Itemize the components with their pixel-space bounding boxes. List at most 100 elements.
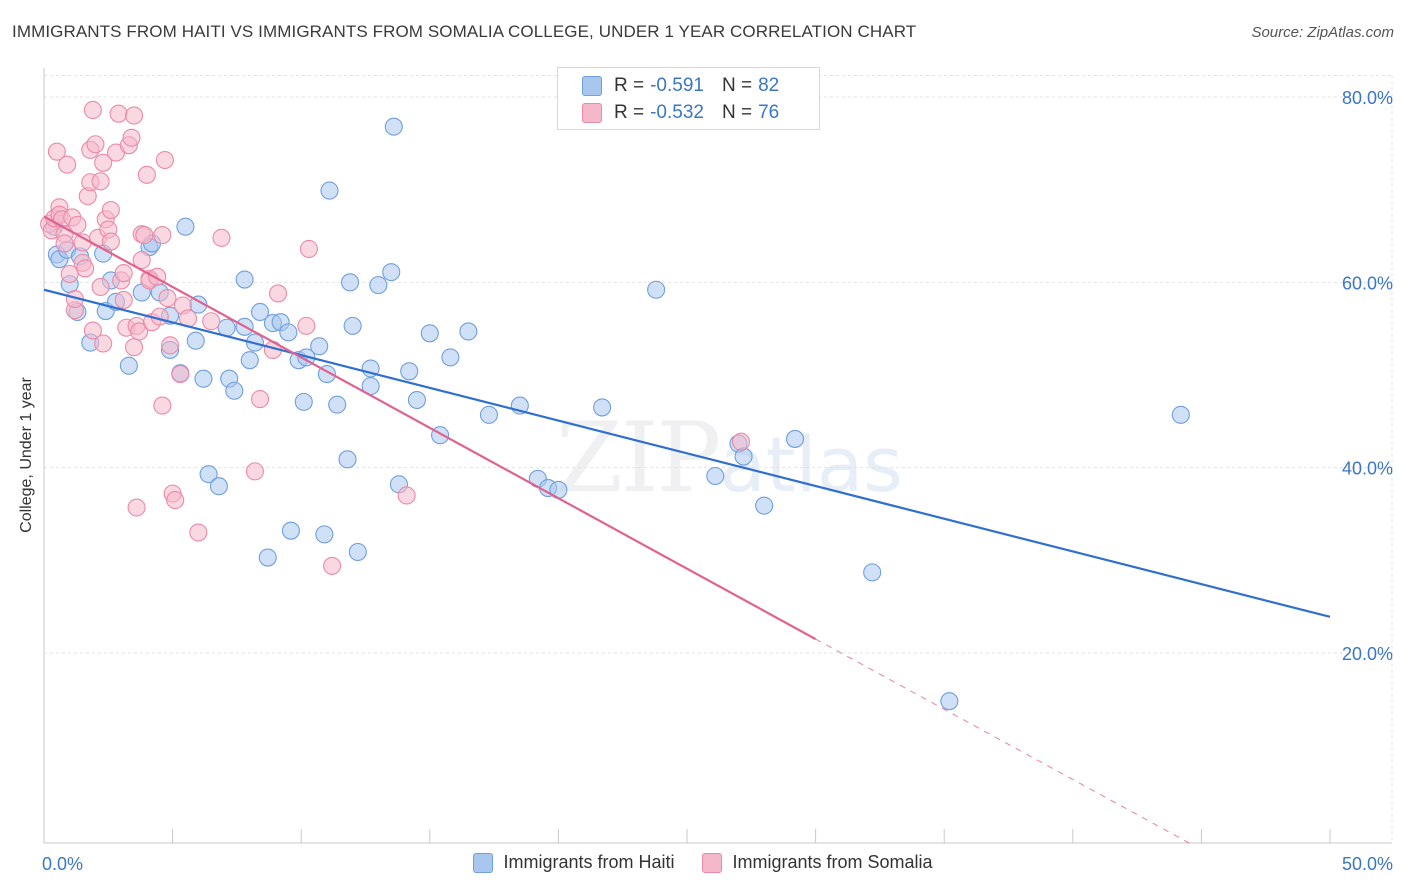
watermark-atlas: atlas — [719, 420, 903, 509]
legend-r-label: R = — [614, 75, 645, 96]
legend-swatch-haiti — [582, 76, 602, 96]
point-haiti — [755, 496, 774, 515]
legend-n-value-somalia: 76 — [758, 102, 780, 123]
trend-line-somalia — [43, 215, 817, 641]
point-haiti — [407, 390, 426, 410]
point-somalia — [94, 334, 113, 353]
point-somalia — [109, 104, 128, 123]
series-legend-label-somalia: Immigrants from Somalia — [732, 852, 933, 872]
point-haiti — [194, 369, 213, 388]
x-tick-label-max: 50.0% — [1342, 854, 1393, 874]
point-haiti — [240, 351, 259, 370]
point-somalia — [166, 491, 185, 510]
legend-r-value-somalia: -0.532 — [650, 102, 704, 123]
point-somalia — [76, 259, 95, 278]
point-somalia — [132, 251, 151, 270]
point-somalia — [47, 142, 66, 161]
point-somalia — [114, 290, 133, 309]
point-somalia — [55, 234, 74, 253]
point-somalia — [299, 239, 318, 259]
point-haiti — [400, 362, 419, 381]
chart-title: IMMIGRANTS FROM HAITI VS IMMIGRANTS FROM… — [12, 22, 917, 41]
point-somalia — [269, 284, 288, 303]
legend-n-label: N = — [721, 102, 753, 123]
point-haiti — [281, 521, 300, 540]
point-somalia — [86, 135, 105, 154]
trend-layer — [43, 215, 1331, 844]
point-somalia — [91, 277, 110, 297]
point-haiti — [235, 270, 254, 289]
grid-layer — [44, 74, 1393, 843]
series-legend: Immigrants from Haiti Immigrants from So… — [0, 852, 1406, 873]
point-haiti — [343, 316, 362, 335]
tick-label-layer: 20.0% 40.0% 60.0% 80.0% 0.0% 50.0% — [42, 88, 1393, 874]
point-haiti — [593, 398, 612, 417]
point-haiti — [647, 280, 666, 299]
point-haiti — [863, 563, 882, 582]
series-somalia-points — [40, 100, 751, 575]
point-somalia — [94, 153, 113, 172]
point-somalia — [83, 321, 102, 340]
point-haiti — [785, 429, 805, 448]
point-somalia — [101, 232, 120, 251]
series-legend-haiti[interactable]: Immigrants from Haiti — [473, 852, 674, 873]
point-somalia — [101, 201, 120, 220]
legend-n-label: N = — [721, 75, 753, 96]
point-somalia — [153, 396, 172, 415]
point-somalia — [137, 165, 156, 184]
axis-layer — [43, 68, 1392, 844]
point-somalia — [153, 226, 172, 245]
point-somalia — [83, 100, 102, 120]
point-haiti — [341, 273, 360, 292]
point-somalia — [297, 316, 316, 335]
legend-swatch-somalia — [582, 103, 602, 123]
series-legend-somalia[interactable]: Immigrants from Somalia — [702, 852, 933, 873]
point-haiti — [225, 381, 244, 400]
point-haiti — [1171, 405, 1190, 424]
legend-row-somalia: R = -0.532 N = 76 — [582, 100, 779, 126]
point-somalia — [127, 498, 146, 517]
point-haiti — [176, 217, 195, 236]
point-somalia — [58, 155, 77, 174]
point-haiti — [459, 322, 478, 341]
point-somalia — [212, 228, 231, 247]
y-tick-label: 80.0% — [1342, 88, 1393, 108]
point-haiti — [199, 465, 218, 484]
point-somalia — [171, 365, 190, 384]
point-somalia — [114, 264, 133, 283]
legend-r-value-haiti: -0.591 — [650, 75, 704, 96]
legend-n-value-haiti: 82 — [758, 75, 780, 96]
point-somalia — [245, 462, 264, 481]
point-somalia — [122, 128, 141, 147]
trend-line-somalia-extension — [815, 638, 1190, 844]
point-haiti — [279, 323, 298, 342]
point-haiti — [119, 356, 138, 375]
point-haiti — [382, 263, 401, 282]
point-haiti — [294, 392, 313, 411]
point-somalia — [189, 523, 208, 542]
point-haiti — [420, 324, 439, 343]
point-somalia — [124, 338, 144, 357]
point-somalia — [158, 289, 177, 308]
point-haiti — [338, 450, 357, 469]
point-somalia — [323, 556, 342, 575]
series-legend-label-haiti: Immigrants from Haiti — [503, 852, 675, 872]
point-haiti — [310, 337, 329, 356]
legend-r-label: R = — [614, 102, 645, 123]
point-haiti — [706, 466, 725, 486]
y-tick-label: 40.0% — [1342, 459, 1393, 479]
y-axis-label: College, Under 1 year — [18, 377, 35, 533]
point-haiti — [441, 348, 460, 367]
point-haiti — [315, 525, 334, 544]
point-haiti — [369, 276, 388, 295]
point-somalia — [124, 106, 144, 125]
point-haiti — [479, 405, 499, 424]
point-haiti — [384, 117, 403, 136]
point-somalia — [250, 390, 270, 409]
correlation-legend: R = -0.591 N = 82 R = -0.532 N = 76 — [557, 67, 820, 130]
point-somalia — [91, 172, 110, 191]
legend-row-haiti: R = -0.591 N = 82 — [582, 73, 779, 99]
point-haiti — [186, 331, 205, 350]
point-haiti — [348, 542, 367, 562]
